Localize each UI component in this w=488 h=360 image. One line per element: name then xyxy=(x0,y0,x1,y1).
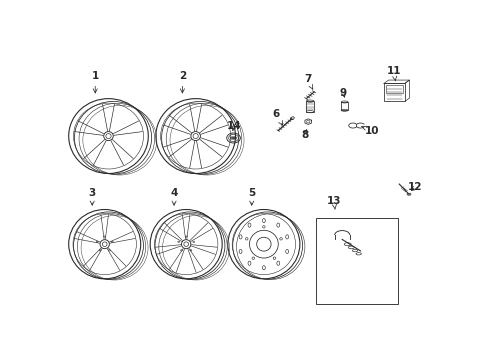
Bar xyxy=(315,218,398,304)
Text: 8: 8 xyxy=(301,130,308,140)
Text: 4: 4 xyxy=(170,188,177,205)
Text: 2: 2 xyxy=(179,72,185,93)
Text: 3: 3 xyxy=(88,188,96,205)
Text: 5: 5 xyxy=(247,188,255,205)
Text: 13: 13 xyxy=(326,196,341,209)
Text: 11: 11 xyxy=(386,66,400,81)
Bar xyxy=(385,85,402,93)
Bar xyxy=(305,101,313,112)
Text: 1: 1 xyxy=(91,72,99,93)
Text: 7: 7 xyxy=(303,74,312,89)
Text: 10: 10 xyxy=(361,126,378,135)
Text: 12: 12 xyxy=(407,183,422,192)
Bar xyxy=(383,84,404,102)
Bar xyxy=(341,102,347,110)
Text: 6: 6 xyxy=(272,109,282,125)
Text: 14: 14 xyxy=(226,121,241,131)
Text: 9: 9 xyxy=(339,88,346,98)
